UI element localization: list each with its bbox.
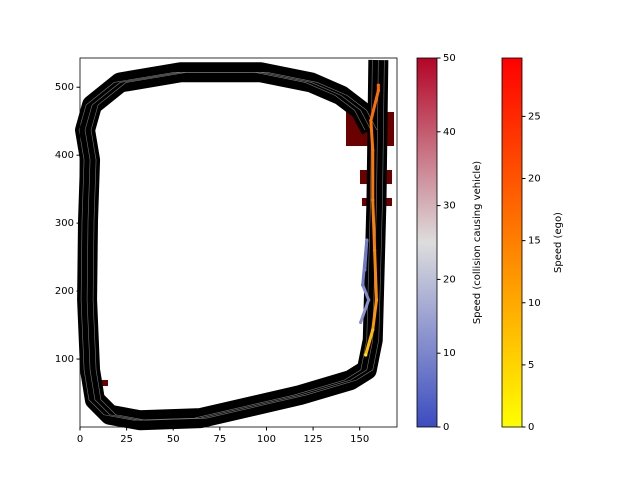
colorbar-tick-label: 15: [528, 236, 541, 247]
colorbar-tick-label: 0: [528, 422, 534, 433]
x-tick-label: 150: [350, 434, 369, 445]
colorbar-tick-label: 0: [443, 422, 449, 433]
track: [75, 59, 389, 431]
colorbar-tick-label: 30: [443, 201, 456, 212]
colorbar: [501, 57, 523, 428]
colorbar: [416, 57, 438, 428]
y-tick-label: 200: [55, 286, 74, 297]
colorbar-tick-label: 25: [528, 111, 541, 122]
trajectory-segment: [369, 119, 375, 152]
trajectory-point: [364, 353, 368, 357]
x-tick-label: 0: [77, 434, 83, 445]
x-tick-label: 125: [304, 434, 323, 445]
trajectory-point: [361, 283, 365, 287]
colorbar-tick-label: 50: [443, 53, 456, 64]
trajectory-point: [371, 148, 375, 153]
x-tick-label: 100: [257, 434, 276, 445]
trajectory-point: [373, 248, 377, 252]
trajectory-segment: [361, 283, 371, 302]
trajectory-point: [371, 198, 375, 202]
x-tick-label: 25: [120, 434, 133, 445]
colorbar-tick-label: 10: [443, 348, 456, 359]
x-tick-label: 75: [213, 434, 226, 445]
colorbar-label: Speed (ego): [553, 212, 564, 273]
trajectory-point: [376, 89, 380, 93]
lane-line: [84, 60, 379, 421]
colorbar-tick-label: 20: [528, 174, 541, 185]
axes-frame: [79, 57, 398, 428]
colorbar-tick-label: 40: [443, 127, 456, 138]
colorbar-tick-label: 20: [443, 274, 456, 285]
trajectory-point: [365, 238, 369, 242]
colorbar-tick-label: 5: [528, 360, 534, 371]
y-tick-label: 300: [55, 218, 74, 229]
trajectory-point: [371, 328, 375, 332]
y-tick-label: 100: [55, 354, 74, 365]
trajectory-segment: [371, 198, 377, 252]
y-tick-label: 500: [55, 82, 74, 93]
trajectory-point: [359, 320, 363, 324]
colorbar-label: Speed (collision causing vehicle): [472, 161, 483, 324]
trajectory-segment: [373, 248, 378, 302]
y-tick-label: 400: [55, 150, 74, 161]
trajectory-point: [374, 298, 379, 302]
lane-line: [90, 60, 385, 421]
trajectory-point: [376, 83, 380, 87]
trajectory-point: [369, 118, 373, 123]
trajectory-segment: [364, 328, 375, 357]
trajectory-point: [367, 298, 371, 302]
trajectory-segment: [371, 298, 378, 332]
trajectory-point: [363, 268, 367, 272]
trajectory-segment: [359, 298, 371, 324]
colorbar-tick-label: 10: [528, 298, 541, 309]
trajectory-segment: [361, 238, 369, 287]
lane-line: [78, 60, 373, 421]
trajectory-segment: [369, 89, 380, 123]
x-tick-label: 50: [167, 434, 180, 445]
